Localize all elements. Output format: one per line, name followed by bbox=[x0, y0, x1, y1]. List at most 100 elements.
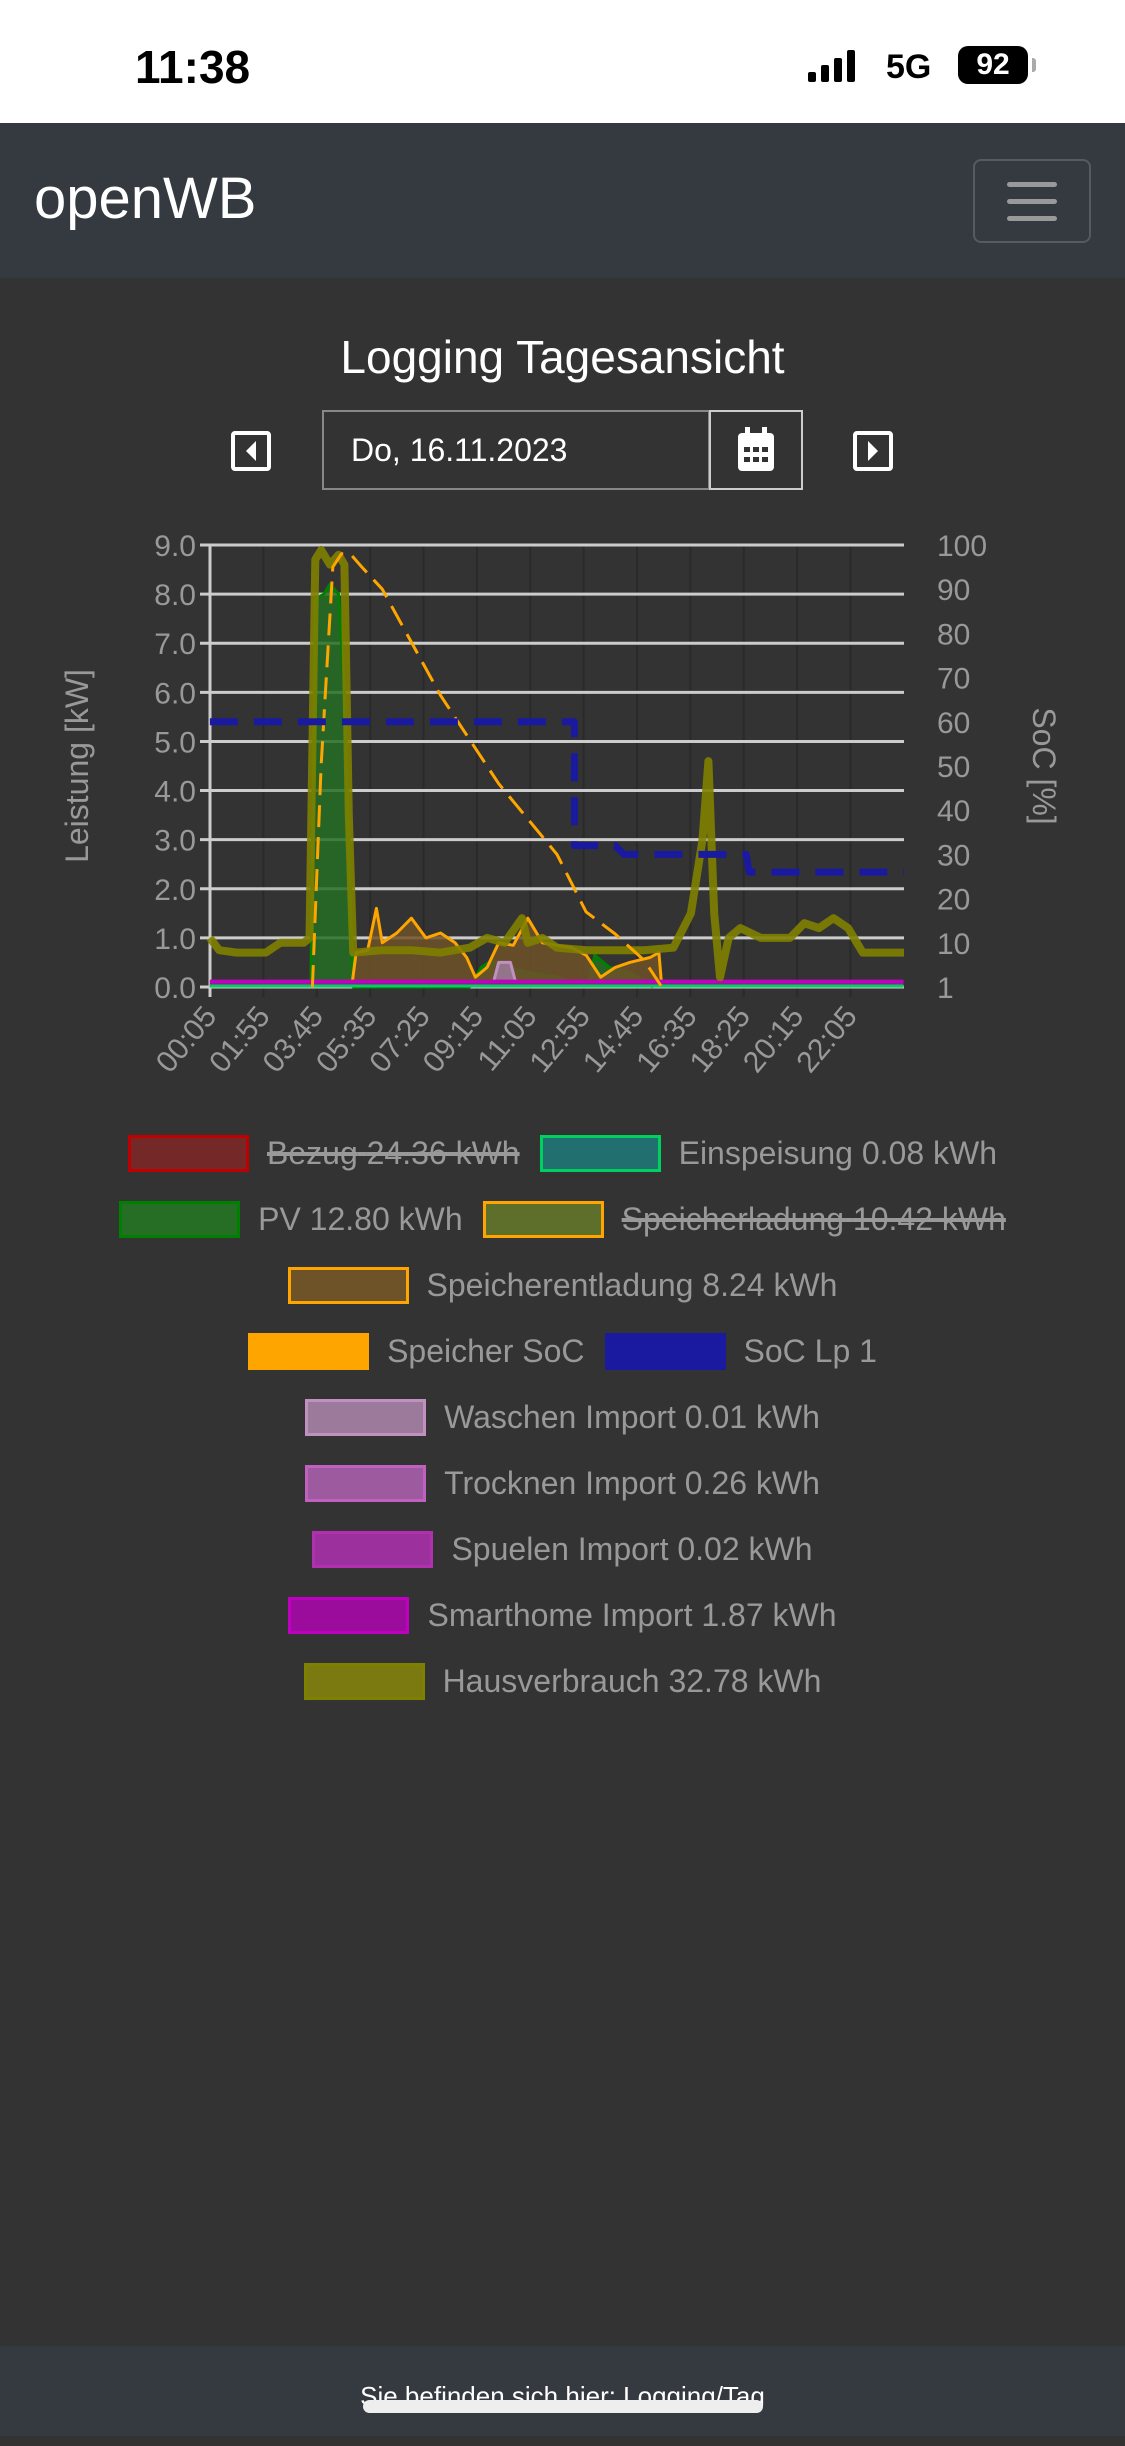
legend-swatch bbox=[288, 1596, 410, 1634]
legend-swatch bbox=[539, 1134, 661, 1172]
y2-tick-label: 50 bbox=[937, 751, 970, 784]
waschen-import-line bbox=[491, 960, 518, 985]
legend-item[interactable]: Smarthome Import 1.87 kWh bbox=[288, 1596, 837, 1634]
x-tick-label: 14:45 bbox=[577, 1000, 651, 1079]
series-total: 8.24 kWh bbox=[702, 1266, 838, 1303]
y-tick-label: 8.0 bbox=[154, 579, 196, 612]
soc-lp-1-line bbox=[209, 718, 904, 876]
series-name: Trocknen Import bbox=[444, 1464, 676, 1501]
x-tick-label: 07:25 bbox=[363, 1000, 437, 1079]
page-title: Logging Tagesansicht bbox=[340, 331, 785, 383]
x-tick-label: 01:55 bbox=[203, 1000, 277, 1079]
x-tick-label: 12:55 bbox=[523, 1000, 597, 1079]
speicherentladung-line bbox=[350, 906, 664, 988]
legend-label: Speicher SoC bbox=[387, 1333, 584, 1370]
legend-label: Trocknen Import 0.26 kWh bbox=[444, 1465, 820, 1502]
series-total: 24.36 kWh bbox=[366, 1134, 520, 1171]
status-time: 11:38 bbox=[135, 41, 251, 93]
pv-area bbox=[310, 584, 654, 987]
next-day-button[interactable] bbox=[853, 431, 893, 471]
y2-tick-label: 10 bbox=[937, 928, 970, 961]
legend-row: Spuelen Import 0.02 kWh bbox=[0, 1516, 1125, 1582]
legend-item[interactable]: Speicherladung 10.42 kWh bbox=[482, 1200, 1006, 1238]
legend-swatch bbox=[482, 1200, 604, 1238]
legend-item[interactable]: Trocknen Import 0.26 kWh bbox=[305, 1464, 820, 1502]
series-total: 32.78 kWh bbox=[668, 1662, 822, 1699]
network-type: 5G bbox=[886, 48, 932, 86]
legend-item[interactable]: Bezug 24.36 kWh bbox=[128, 1134, 520, 1172]
y2-tick-label: 80 bbox=[937, 618, 970, 651]
legend-item[interactable]: Speicherentladung 8.24 kWh bbox=[287, 1266, 838, 1304]
legend-swatch bbox=[287, 1266, 409, 1304]
legend-label: Smarthome Import 1.87 kWh bbox=[427, 1597, 836, 1634]
legend-row: Hausverbrauch 32.78 kWh bbox=[0, 1648, 1125, 1714]
legend-item[interactable]: Waschen Import 0.01 kWh bbox=[305, 1398, 820, 1436]
x-tick-label: 16:35 bbox=[630, 1000, 704, 1079]
x-tick-label: 05:35 bbox=[310, 1000, 384, 1079]
series-total: 12.80 kWh bbox=[309, 1200, 463, 1237]
legend-row: Smarthome Import 1.87 kWh bbox=[0, 1582, 1125, 1648]
y-tick-label: 0.0 bbox=[154, 972, 196, 1005]
y-tick-label: 4.0 bbox=[154, 776, 196, 809]
previous-day-button[interactable] bbox=[231, 431, 271, 471]
legend-item[interactable]: PV 12.80 kWh bbox=[119, 1200, 463, 1238]
series-name: Smarthome Import bbox=[427, 1596, 693, 1633]
series-name: Bezug bbox=[267, 1134, 358, 1171]
y2-axis-label: SoC [%] bbox=[1026, 707, 1062, 824]
series-name: Hausverbrauch bbox=[442, 1662, 660, 1699]
series-total: 0.26 kWh bbox=[684, 1464, 820, 1501]
home-indicator bbox=[363, 2400, 763, 2413]
chart-legend: Bezug 24.36 kWh Einspeisung 0.08 kWh PV 12… bbox=[0, 1120, 1125, 1714]
speicher-soc-line bbox=[310, 552, 664, 988]
legend-row: Speicher SoC SoC Lp 1 bbox=[0, 1318, 1125, 1384]
legend-swatch bbox=[303, 1662, 425, 1700]
series-name: Speicherladung bbox=[621, 1200, 845, 1237]
legend-swatch bbox=[305, 1398, 427, 1436]
legend-swatch bbox=[312, 1530, 434, 1568]
legend-item[interactable]: Spuelen Import 0.02 kWh bbox=[312, 1530, 813, 1568]
series-name: Einspeisung bbox=[678, 1134, 853, 1171]
legend-swatch bbox=[119, 1200, 241, 1238]
legend-label: Waschen Import 0.01 kWh bbox=[444, 1399, 820, 1436]
legend-item[interactable]: SoC Lp 1 bbox=[604, 1332, 877, 1370]
legend-label: Speicherladung 10.42 kWh bbox=[622, 1201, 1006, 1238]
x-tick-label: 09:15 bbox=[417, 1000, 491, 1079]
menu-toggle-button[interactable] bbox=[973, 159, 1091, 243]
series-total: 10.42 kWh bbox=[852, 1200, 1006, 1237]
legend-row: Trocknen Import 0.26 kWh bbox=[0, 1450, 1125, 1516]
hamburger-icon bbox=[1007, 181, 1057, 187]
x-tick-label: 22:05 bbox=[790, 1000, 864, 1079]
calendar-button[interactable] bbox=[709, 410, 803, 490]
legend-row: PV 12.80 kWh Speicherladung 10.42 kWh bbox=[0, 1186, 1125, 1252]
x-tick-label: 03:45 bbox=[257, 1000, 331, 1079]
legend-item[interactable]: Hausverbrauch 32.78 kWh bbox=[303, 1662, 822, 1700]
brand-link[interactable]: openWB bbox=[34, 166, 257, 231]
calendar-icon bbox=[738, 427, 774, 471]
date-input[interactable]: Do, 16.11.2023 bbox=[322, 410, 710, 490]
y2-tick-label: 20 bbox=[937, 884, 970, 917]
y-tick-label: 7.0 bbox=[154, 628, 196, 661]
legend-swatch bbox=[248, 1332, 370, 1370]
legend-item[interactable]: Einspeisung 0.08 kWh bbox=[539, 1134, 997, 1172]
footer: Sie befinden sich hier: Logging/Tag bbox=[0, 2346, 1125, 2436]
x-tick-label: 18:25 bbox=[684, 1000, 758, 1079]
legend-item[interactable]: Speicher SoC bbox=[248, 1332, 585, 1370]
legend-label: Bezug 24.36 kWh bbox=[267, 1135, 520, 1172]
y2-tick-label: 100 bbox=[937, 530, 987, 563]
legend-swatch bbox=[305, 1464, 427, 1502]
legend-label: Hausverbrauch 32.78 kWh bbox=[443, 1663, 822, 1700]
series-name: SoC Lp 1 bbox=[743, 1332, 877, 1369]
x-tick-label: 00:05 bbox=[150, 1000, 224, 1079]
y-tick-label: 2.0 bbox=[154, 874, 196, 907]
status-bar: 11:38 5G 92 bbox=[0, 0, 1125, 123]
caret-right-icon bbox=[868, 441, 878, 461]
power-chart: Leistung [kW] SoC [%] 00:0501:5503:4505:… bbox=[59, 530, 1062, 1079]
y-tick-label: 9.0 bbox=[154, 530, 196, 563]
y2-tick-label: 30 bbox=[937, 839, 970, 872]
navbar: openWB bbox=[0, 123, 1125, 278]
legend-label: SoC Lp 1 bbox=[744, 1333, 877, 1370]
legend-label: PV 12.80 kWh bbox=[258, 1201, 463, 1238]
speicherentladung-area bbox=[351, 908, 662, 987]
legend-row: Waschen Import 0.01 kWh bbox=[0, 1384, 1125, 1450]
legend-swatch bbox=[128, 1134, 249, 1172]
